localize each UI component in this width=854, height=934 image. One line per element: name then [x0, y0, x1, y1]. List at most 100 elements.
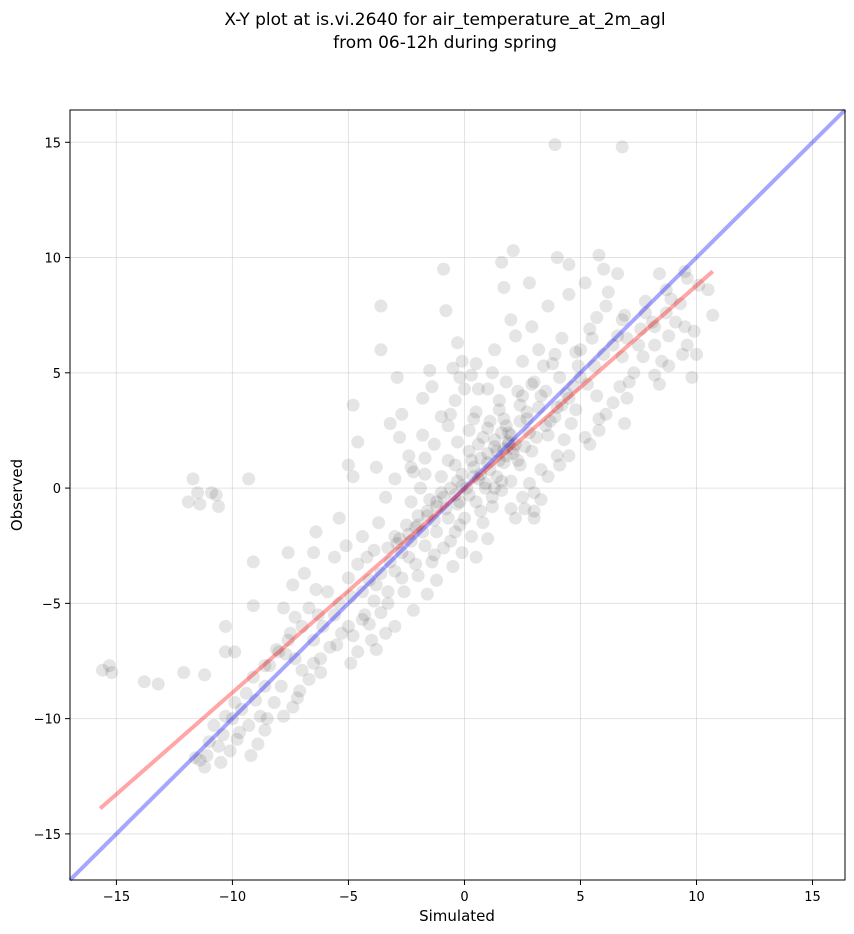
- data-point: [662, 359, 676, 373]
- data-point: [485, 366, 499, 380]
- data-point: [506, 442, 520, 456]
- data-point: [504, 502, 518, 516]
- data-point: [277, 709, 290, 723]
- data-point: [462, 444, 476, 458]
- data-point: [411, 509, 425, 523]
- data-point: [437, 262, 451, 276]
- data-point: [242, 719, 256, 732]
- data-point: [687, 324, 701, 338]
- data-point: [444, 407, 457, 421]
- data-point: [434, 410, 448, 424]
- data-point: [606, 338, 620, 352]
- data-point: [648, 368, 662, 382]
- data-point: [427, 513, 441, 527]
- data-point: [453, 495, 467, 509]
- data-point: [448, 394, 462, 407]
- data-point: [427, 548, 441, 562]
- data-point: [560, 387, 574, 401]
- data-point: [186, 472, 200, 486]
- data-point: [522, 426, 536, 440]
- data-point: [455, 546, 469, 560]
- data-point: [553, 370, 567, 384]
- data-point: [541, 470, 555, 484]
- data-point: [495, 255, 509, 269]
- data-point: [420, 587, 434, 601]
- data-point: [499, 419, 513, 433]
- data-point: [495, 483, 509, 497]
- data-point: [339, 539, 353, 553]
- data-point: [451, 497, 464, 511]
- data-point: [193, 497, 207, 511]
- data-point: [395, 546, 409, 560]
- data-point: [388, 472, 402, 486]
- data-point: [402, 527, 416, 541]
- data-point: [509, 437, 522, 451]
- data-point: [553, 458, 567, 472]
- data-point: [355, 530, 369, 543]
- data-point: [397, 585, 411, 599]
- data-point: [648, 338, 662, 352]
- data-point: [490, 470, 504, 484]
- data-point: [360, 550, 374, 564]
- data-point: [344, 656, 358, 670]
- data-point: [448, 488, 462, 502]
- data-point: [402, 449, 416, 463]
- data-point: [680, 271, 694, 285]
- data-point: [492, 394, 506, 407]
- data-point: [383, 555, 397, 569]
- data-point: [495, 474, 509, 488]
- data-point: [467, 470, 481, 484]
- data-point: [181, 495, 195, 509]
- data-point: [481, 421, 495, 435]
- identity-line: [68, 108, 847, 882]
- data-point: [511, 384, 525, 398]
- data-point: [541, 299, 555, 313]
- data-point: [251, 737, 265, 751]
- data-point: [311, 608, 325, 622]
- data-point: [578, 430, 592, 444]
- data-point: [467, 412, 481, 426]
- y-tick-label: −5: [42, 597, 61, 612]
- data-point: [281, 633, 295, 647]
- data-point: [381, 596, 395, 610]
- y-tick-label: −15: [34, 828, 61, 843]
- data-point: [406, 465, 420, 479]
- data-point: [622, 375, 636, 389]
- data-point: [369, 578, 383, 592]
- data-point: [423, 364, 437, 377]
- data-point: [481, 447, 495, 460]
- data-point: [634, 322, 648, 336]
- data-point: [562, 391, 576, 405]
- data-point: [678, 320, 692, 334]
- data-point: [191, 486, 205, 500]
- data-point: [105, 666, 119, 679]
- data-point: [611, 267, 625, 281]
- data-point: [272, 645, 286, 659]
- data-point: [177, 666, 191, 679]
- data-point: [478, 481, 492, 495]
- data-point: [618, 308, 632, 322]
- data-point: [400, 518, 413, 532]
- data-point: [430, 573, 444, 587]
- data-point: [511, 453, 525, 467]
- data-point: [499, 375, 513, 389]
- data-point: [478, 477, 492, 490]
- data-point: [648, 320, 662, 334]
- data-point: [611, 329, 625, 343]
- data-point: [411, 569, 425, 583]
- data-point: [390, 370, 404, 384]
- data-point: [96, 663, 109, 677]
- data-point: [592, 423, 606, 437]
- data-point: [295, 663, 309, 677]
- data-point: [395, 407, 409, 421]
- data-point: [335, 626, 348, 640]
- data-point: [485, 500, 499, 513]
- data-point: [539, 419, 553, 433]
- data-point: [249, 693, 263, 707]
- data-point: [488, 440, 502, 454]
- data-point: [409, 520, 423, 534]
- data-point: [330, 638, 344, 652]
- data-point: [239, 686, 253, 700]
- data-point: [358, 608, 372, 622]
- y-tick-label: 10: [44, 252, 61, 267]
